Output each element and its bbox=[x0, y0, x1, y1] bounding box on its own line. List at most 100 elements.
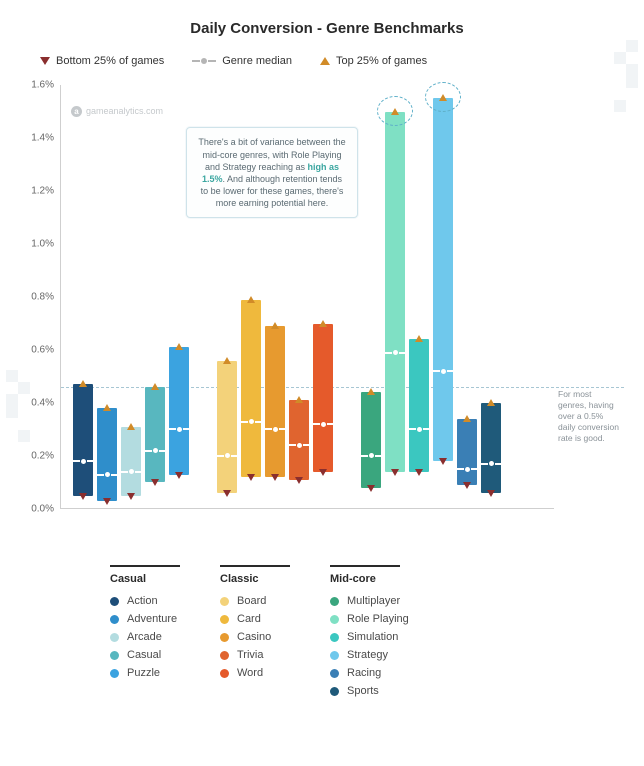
annotation-text-after: . And although retention tends to be low… bbox=[201, 174, 344, 208]
legend-item-label: Casino bbox=[237, 631, 271, 643]
legend-swatch bbox=[220, 651, 229, 660]
triangle-up-icon bbox=[127, 423, 135, 430]
legend-group-mid-core: Mid-coreMultiplayerRole PlayingSimulatio… bbox=[330, 565, 409, 703]
legend-item-label: Racing bbox=[347, 667, 381, 679]
legend-item: Casino bbox=[220, 631, 290, 643]
legend-item: Board bbox=[220, 595, 290, 607]
legend-item: Multiplayer bbox=[330, 595, 409, 607]
legend-item: Puzzle bbox=[110, 667, 180, 679]
triangle-up-icon bbox=[295, 396, 303, 403]
bar-simulation bbox=[409, 339, 429, 472]
legend-item: Simulation bbox=[330, 631, 409, 643]
legend-item-label: Action bbox=[127, 595, 158, 607]
watermark-icon: a bbox=[71, 106, 82, 117]
y-tick-label: 0.8% bbox=[31, 292, 54, 303]
bar-card bbox=[241, 300, 261, 478]
triangle-down-icon bbox=[439, 458, 447, 465]
triangle-down-icon bbox=[151, 479, 159, 486]
callout-circle bbox=[425, 82, 461, 112]
triangle-down-icon bbox=[127, 493, 135, 500]
legend-bottom: Bottom 25% of games bbox=[40, 55, 164, 67]
legend-item-label: Casual bbox=[127, 649, 161, 661]
bar-board bbox=[217, 361, 237, 494]
bar-sports bbox=[481, 403, 501, 493]
callout-circle bbox=[377, 96, 413, 126]
bar-role-playing bbox=[385, 112, 405, 472]
side-note: For most genres, having over a 0.5% dail… bbox=[558, 389, 622, 444]
bar-multiplayer bbox=[361, 392, 381, 487]
legend-top-label: Top 25% of games bbox=[336, 55, 427, 67]
legend-item-label: Arcade bbox=[127, 631, 162, 643]
legend-swatch bbox=[110, 633, 119, 642]
legend-item: Role Playing bbox=[330, 613, 409, 625]
triangle-up-icon bbox=[487, 399, 495, 406]
triangle-up-icon bbox=[320, 57, 330, 65]
legend-swatch bbox=[220, 633, 229, 642]
legend-swatch bbox=[220, 615, 229, 624]
triangle-up-icon bbox=[175, 343, 183, 350]
plot-area: a gameanalytics.com There's a bit of varia… bbox=[60, 85, 554, 509]
triangle-up-icon bbox=[415, 335, 423, 342]
legend-item: Trivia bbox=[220, 649, 290, 661]
legend-top: Top 25% of games bbox=[320, 55, 427, 67]
bar-word bbox=[313, 324, 333, 472]
legend-item: Word bbox=[220, 667, 290, 679]
legend-swatch bbox=[330, 633, 339, 642]
watermark: a gameanalytics.com bbox=[71, 106, 163, 117]
legend-item-label: Trivia bbox=[237, 649, 263, 661]
y-tick-label: 1.6% bbox=[31, 80, 54, 91]
triangle-up-icon bbox=[79, 380, 87, 387]
legend-swatch bbox=[220, 597, 229, 606]
triangle-down-icon bbox=[391, 469, 399, 476]
triangle-down-icon bbox=[415, 469, 423, 476]
y-tick-label: 1.4% bbox=[31, 133, 54, 144]
triangle-down-icon bbox=[295, 477, 303, 484]
legend-item: Adventure bbox=[110, 613, 180, 625]
legend-swatch bbox=[330, 615, 339, 624]
triangle-down-icon bbox=[463, 482, 471, 489]
legend-item-label: Puzzle bbox=[127, 667, 160, 679]
legend-swatch bbox=[110, 615, 119, 624]
bar-puzzle bbox=[169, 347, 189, 474]
triangle-down-icon bbox=[319, 469, 327, 476]
legend-median: Genre median bbox=[192, 55, 292, 67]
legend-item: Action bbox=[110, 595, 180, 607]
legend-item: Arcade bbox=[110, 631, 180, 643]
bar-casual bbox=[145, 387, 165, 482]
triangle-up-icon bbox=[367, 388, 375, 395]
watermark-text: gameanalytics.com bbox=[86, 106, 163, 116]
annotation-callout: There's a bit of variance between the mi… bbox=[186, 127, 358, 218]
legend-item-label: Multiplayer bbox=[347, 595, 400, 607]
legend-item-label: Simulation bbox=[347, 631, 398, 643]
legend-item: Card bbox=[220, 613, 290, 625]
y-tick-label: 0.4% bbox=[31, 398, 54, 409]
legend-swatch bbox=[330, 669, 339, 678]
chart-title: Daily Conversion - Genre Benchmarks bbox=[30, 20, 624, 37]
triangle-down-icon bbox=[487, 490, 495, 497]
triangle-up-icon bbox=[247, 296, 255, 303]
legend-item-label: Sports bbox=[347, 685, 379, 697]
legend-swatch bbox=[330, 687, 339, 696]
legend-swatch bbox=[110, 597, 119, 606]
legend-item-label: Board bbox=[237, 595, 266, 607]
legend-bottom-label: Bottom 25% of games bbox=[56, 55, 164, 67]
triangle-down-icon bbox=[40, 57, 50, 65]
legend-swatch bbox=[330, 597, 339, 606]
bar-action bbox=[73, 384, 93, 495]
legend-item: Strategy bbox=[330, 649, 409, 661]
legend-group-header: Casual bbox=[110, 565, 180, 585]
legend-swatch bbox=[220, 669, 229, 678]
triangle-up-icon bbox=[223, 357, 231, 364]
triangle-up-icon bbox=[463, 415, 471, 422]
triangle-down-icon bbox=[247, 474, 255, 481]
y-tick-label: 0.6% bbox=[31, 345, 54, 356]
legend-swatch bbox=[110, 669, 119, 678]
legend-group-header: Classic bbox=[220, 565, 290, 585]
bar-arcade bbox=[121, 427, 141, 496]
legend-group-casual: Casual Action Adventure Arcade Casual Puzzle bbox=[110, 565, 180, 703]
bar-strategy bbox=[433, 98, 453, 461]
bar-casino bbox=[265, 326, 285, 477]
triangle-down-icon bbox=[367, 485, 375, 492]
triangle-up-icon bbox=[271, 322, 279, 329]
triangle-down-icon bbox=[175, 472, 183, 479]
